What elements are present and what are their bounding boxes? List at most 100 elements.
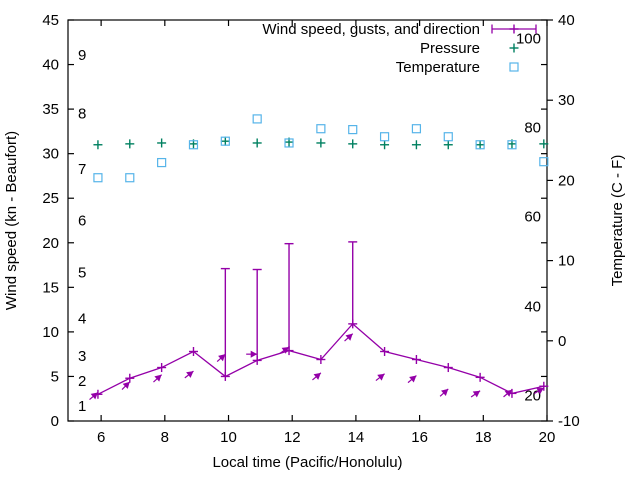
beaufort-level-label: 5: [78, 264, 86, 281]
x-tick-label: 14: [348, 429, 365, 446]
wind-direction-arrow: [312, 372, 322, 381]
pressure-point: [157, 138, 167, 148]
wind-direction-arrow: [216, 353, 226, 362]
pressure-point: [348, 139, 358, 149]
y-tick-label: 30: [42, 146, 59, 163]
legend-label-2: Temperature: [396, 59, 480, 76]
wind-direction-arrow: [533, 387, 545, 395]
x-tick-label: 12: [284, 429, 301, 446]
x-tick-label: 18: [475, 429, 492, 446]
pressure-point: [443, 140, 453, 150]
y2-tick-label: 30: [558, 92, 575, 109]
y-tick-label: 15: [42, 279, 59, 296]
beaufort-level-label: 7: [78, 161, 86, 178]
y-tick-label: 45: [42, 12, 59, 29]
temperature-point: [379, 132, 390, 142]
fahrenheit-label: 100: [516, 31, 541, 48]
y2-tick-label: 0: [558, 333, 566, 350]
wind-speed-point: [411, 355, 421, 365]
x-tick-label: 16: [411, 429, 428, 446]
wind-direction-arrow: [153, 374, 163, 383]
beaufort-level-label: 8: [78, 106, 86, 123]
wind-speed-point: [316, 355, 326, 365]
wind-speed-point: [157, 363, 167, 373]
pressure-point: [93, 140, 103, 150]
temperature-point: [507, 140, 517, 150]
pressure-point: [411, 140, 421, 150]
wind-direction-arrow: [439, 388, 449, 397]
x-tick-label: 6: [97, 429, 105, 446]
x-tick-label: 10: [220, 429, 237, 446]
beaufort-level-label: 4: [78, 311, 86, 328]
y-tick-label: 20: [42, 235, 59, 252]
fahrenheit-label: 80: [524, 120, 541, 137]
wind-direction-arrow: [407, 375, 417, 384]
temperature-point: [443, 132, 453, 142]
y-axis-title: Wind speed (kn - Beaufort): [3, 131, 20, 310]
temperature-point: [539, 157, 549, 167]
temperature-point: [93, 173, 103, 183]
beaufort-level-label: 9: [78, 47, 86, 64]
y2-tick-label: 10: [558, 253, 575, 270]
legend-sample-plus: [509, 43, 519, 53]
wind-direction-arrow: [503, 389, 513, 398]
temperature-point: [157, 157, 167, 168]
pressure-point: [475, 140, 485, 150]
wind-direction-arrow: [121, 381, 131, 390]
pressure-point: [125, 139, 135, 149]
legend-label-0: Wind speed, gusts, and direction: [262, 21, 480, 38]
temperature-point: [220, 136, 230, 146]
fahrenheit-label: 40: [524, 299, 541, 316]
y-tick-label: 25: [42, 190, 59, 207]
legend-sample-plus: [509, 24, 519, 34]
pressure-point: [539, 139, 549, 149]
wind-speed-point: [475, 372, 485, 382]
wind-speed-point: [252, 355, 262, 365]
wind-direction-arrow: [246, 350, 258, 358]
y2-tick-label: 20: [558, 172, 575, 189]
pressure-point: [380, 140, 390, 150]
temperature-point: [252, 114, 262, 124]
wind-speed-point: [188, 346, 198, 356]
temperature-point: [475, 140, 485, 150]
x-axis-title: Local time (Pacific/Honolulu): [212, 454, 402, 471]
x-tick-label: 20: [539, 429, 556, 446]
wind-direction-arrow: [375, 373, 385, 382]
wind-speed-point: [220, 371, 230, 381]
y-tick-label: 10: [42, 324, 59, 341]
temperature-point: [125, 173, 135, 183]
wind-speed-point: [443, 363, 453, 373]
wind-speed-point: [380, 346, 390, 356]
y-tick-label: 40: [42, 57, 59, 74]
legend-sample-square: [509, 62, 519, 72]
wind-speed-point: [539, 381, 549, 391]
y-tick-label: 0: [51, 413, 59, 430]
beaufort-level-label: 6: [78, 213, 86, 230]
y2-tick-label: 40: [558, 12, 575, 29]
y2-tick-label: -10: [558, 413, 580, 430]
wind-direction-arrow: [89, 392, 99, 401]
y2-axis-title: Temperature (C - F): [609, 155, 626, 287]
wind-speed-point: [348, 319, 358, 329]
fahrenheit-label: 60: [524, 209, 541, 226]
wind-direction-arrow: [184, 370, 194, 379]
temperature-point: [316, 124, 326, 134]
beaufort-level-label: 1: [78, 398, 86, 415]
temperature-point: [188, 140, 199, 150]
plot-frame: [67, 19, 548, 422]
wind-direction-arrow: [344, 333, 354, 342]
beaufort-level-label: 3: [78, 348, 86, 365]
wind-direction-arrow: [279, 346, 290, 354]
y-tick-label: 5: [51, 368, 59, 385]
temperature-point: [284, 138, 294, 148]
temperature-point: [348, 125, 358, 135]
wind-direction-arrow: [470, 390, 481, 398]
wind-speed-point: [125, 373, 135, 383]
temperature-point: [411, 124, 422, 134]
legend-label-1: Pressure: [420, 40, 480, 57]
beaufort-level-label: 2: [78, 373, 86, 390]
pressure-point: [220, 136, 230, 146]
pressure-point: [316, 138, 326, 148]
